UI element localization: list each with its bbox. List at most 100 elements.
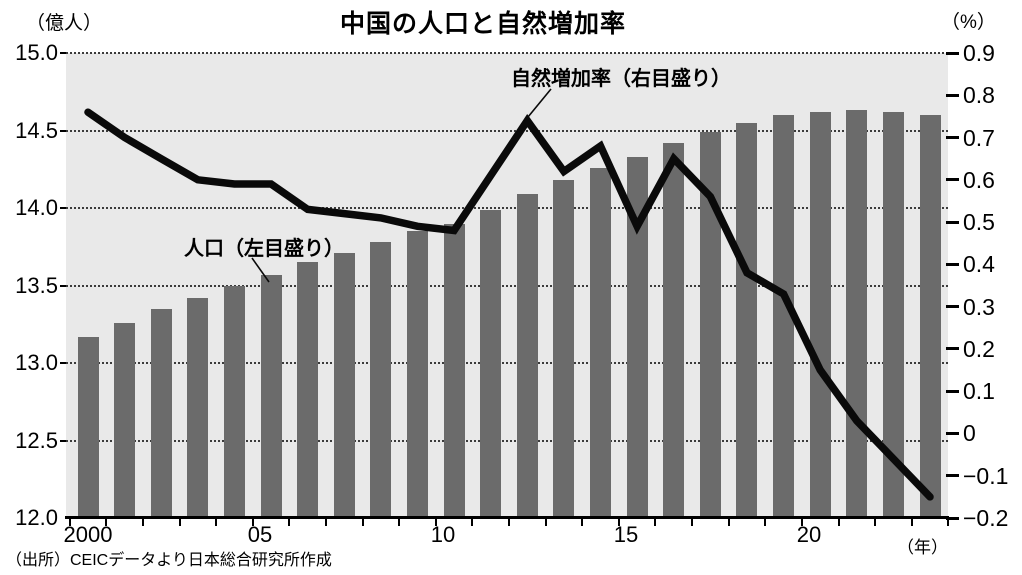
x-axis-tick bbox=[874, 519, 877, 526]
source-note: （出所）CEICデータより日本総合研究所作成 bbox=[6, 552, 332, 569]
x-axis-tick bbox=[141, 519, 144, 526]
left-axis-tick bbox=[60, 207, 66, 209]
left-axis-unit: （億人） bbox=[26, 13, 103, 34]
left-axis-tick-label: 13.0 bbox=[15, 350, 58, 375]
population-bar bbox=[187, 297, 209, 518]
right-axis-tick bbox=[946, 51, 959, 55]
annotation-population-label: 人口（左目盛り） bbox=[184, 238, 344, 260]
x-axis-tick-label: 2000 bbox=[63, 522, 113, 547]
x-axis-tick bbox=[178, 519, 181, 526]
x-axis-line bbox=[65, 516, 949, 519]
right-axis-tick-label: 0.5 bbox=[963, 209, 995, 236]
right-axis-tick-label: 0.9 bbox=[963, 40, 995, 66]
chart-title: 中国の人口と自然増加率 bbox=[339, 10, 626, 38]
right-axis-tick bbox=[946, 136, 959, 140]
right-axis-tick bbox=[946, 220, 959, 224]
x-axis-tick bbox=[105, 519, 108, 526]
x-axis-tick bbox=[288, 519, 291, 526]
population-bar bbox=[370, 242, 392, 518]
x-axis-tick bbox=[361, 519, 364, 526]
x-axis-tick-label: 10 bbox=[430, 522, 456, 547]
x-axis-tick bbox=[471, 519, 474, 526]
x-axis-tick-label: 20 bbox=[796, 522, 822, 547]
x-axis-tick bbox=[398, 519, 401, 526]
x-axis-tick bbox=[691, 519, 694, 526]
population-bar bbox=[443, 223, 465, 518]
left-axis-tick bbox=[60, 362, 66, 364]
left-axis-tick-label: 14.0 bbox=[15, 195, 58, 220]
x-axis-tick bbox=[434, 519, 437, 526]
annotation-natural-rate-label: 自然増加率（右目盛り） bbox=[511, 68, 731, 90]
right-axis-tick bbox=[946, 178, 959, 182]
population-bar bbox=[846, 110, 868, 518]
right-axis-tick-label: −0.1 bbox=[963, 462, 1009, 489]
right-axis-tick-label: −0.2 bbox=[963, 505, 1009, 531]
right-axis-tick bbox=[946, 431, 959, 435]
x-axis-tick bbox=[910, 519, 913, 526]
x-axis-unit: （年） bbox=[897, 538, 948, 557]
right-axis-tick bbox=[946, 347, 959, 351]
x-axis-tick bbox=[324, 519, 327, 526]
population-bar bbox=[736, 122, 758, 518]
population-bar bbox=[406, 231, 428, 518]
population-bar bbox=[480, 209, 502, 518]
right-axis-unit: （%） bbox=[941, 12, 996, 33]
population-bar bbox=[516, 194, 538, 518]
right-axis-tick bbox=[946, 389, 959, 393]
right-axis-tick-label: 0.7 bbox=[963, 124, 995, 151]
right-axis-tick bbox=[946, 516, 959, 520]
x-axis-tick bbox=[654, 519, 657, 526]
population-bar bbox=[809, 111, 831, 518]
population-bar bbox=[223, 285, 245, 518]
right-axis-tick bbox=[946, 474, 959, 478]
population-bar bbox=[919, 115, 941, 518]
right-axis-tick-label: 0.3 bbox=[963, 293, 995, 320]
x-axis-tick bbox=[508, 519, 510, 526]
population-bar bbox=[297, 262, 319, 518]
population-bar bbox=[77, 336, 99, 518]
right-axis-tick bbox=[946, 305, 959, 309]
population-bar bbox=[699, 132, 721, 518]
x-axis-tick-label: 15 bbox=[613, 522, 639, 547]
left-axis-tick bbox=[60, 284, 66, 287]
right-axis-tick bbox=[946, 262, 959, 266]
left-axis-tick bbox=[60, 129, 66, 132]
population-bar bbox=[150, 308, 172, 518]
x-axis-tick-label: 05 bbox=[247, 522, 273, 547]
population-bar bbox=[773, 115, 795, 518]
population-bar bbox=[626, 156, 648, 518]
left-axis-tick-label: 14.5 bbox=[15, 117, 58, 143]
population-bar bbox=[114, 322, 136, 518]
right-axis-tick-label: 0 bbox=[963, 420, 976, 447]
population-bar bbox=[260, 274, 282, 518]
x-axis-tick bbox=[581, 519, 584, 526]
right-axis-tick-label: 0.1 bbox=[963, 378, 995, 405]
population-bar bbox=[590, 167, 612, 518]
population-bar bbox=[553, 180, 575, 518]
x-axis-tick bbox=[251, 519, 254, 526]
population-bar bbox=[663, 142, 685, 518]
right-axis-tick-label: 0.8 bbox=[963, 82, 995, 109]
population-bar bbox=[333, 252, 355, 518]
x-axis-tick bbox=[947, 519, 950, 526]
x-axis-tick bbox=[68, 519, 71, 526]
x-axis-tick bbox=[617, 519, 620, 526]
left-axis-tick-label: 15.0 bbox=[15, 40, 58, 65]
left-axis-tick bbox=[60, 52, 66, 54]
gridline bbox=[66, 52, 948, 54]
population-bar bbox=[882, 111, 904, 518]
right-axis-tick bbox=[946, 93, 959, 97]
x-axis-tick bbox=[544, 519, 547, 526]
right-axis-tick-label: 0.2 bbox=[963, 335, 995, 362]
x-axis-tick bbox=[727, 519, 730, 526]
x-axis-tick bbox=[215, 519, 218, 526]
x-axis-tick bbox=[837, 519, 840, 526]
left-axis-tick bbox=[60, 439, 66, 442]
left-axis-tick-label: 12.5 bbox=[15, 427, 58, 453]
left-axis-tick-label: 12.0 bbox=[15, 505, 58, 530]
right-axis-tick-label: 0.6 bbox=[963, 166, 995, 193]
x-axis-tick bbox=[800, 519, 803, 526]
left-axis-tick-label: 13.5 bbox=[15, 272, 58, 298]
right-axis-tick-label: 0.4 bbox=[963, 251, 995, 278]
